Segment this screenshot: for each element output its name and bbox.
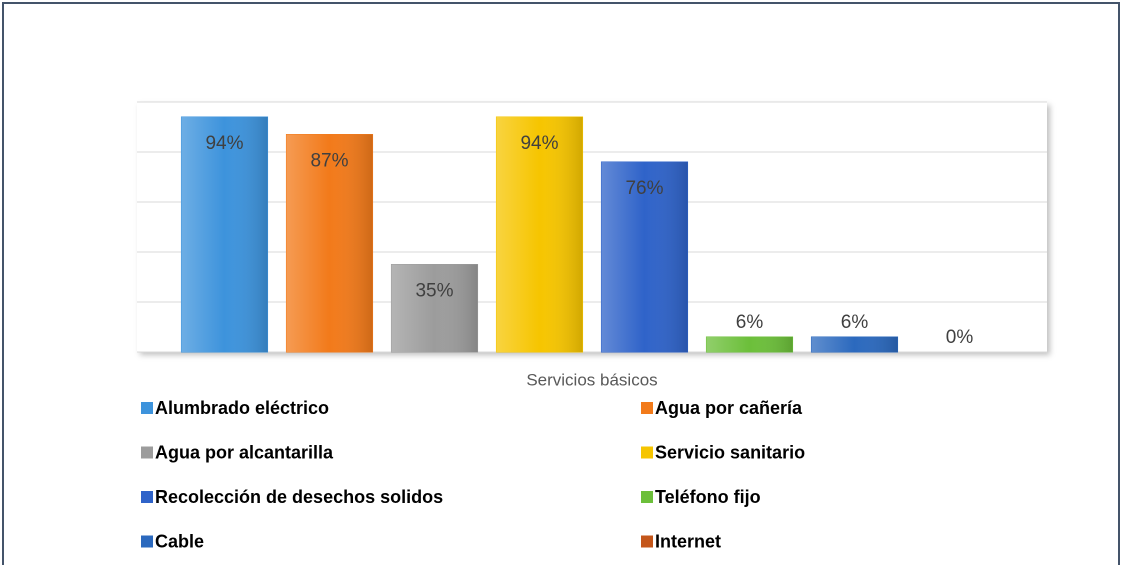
data-label: 6% bbox=[841, 312, 869, 333]
data-label: 94% bbox=[520, 133, 558, 154]
legend-label: Servicio sanitario bbox=[655, 442, 805, 462]
legend-swatch bbox=[641, 535, 653, 548]
data-label: 6% bbox=[736, 312, 764, 333]
legend-swatch bbox=[641, 491, 653, 503]
data-label: 94% bbox=[205, 133, 243, 154]
legend-label: Teléfono fijo bbox=[655, 487, 761, 507]
legend-label: Cable bbox=[155, 531, 204, 551]
legend-label: Recolección de desechos solidos bbox=[155, 487, 443, 507]
bar-shine bbox=[286, 134, 373, 352]
legend-swatch bbox=[141, 535, 153, 548]
legend-swatch bbox=[141, 402, 153, 414]
legend-label: Agua por cañería bbox=[655, 398, 803, 418]
bar-shine bbox=[496, 117, 583, 352]
data-label: 87% bbox=[310, 151, 348, 172]
legend-swatch bbox=[641, 446, 653, 459]
bar-shine bbox=[391, 264, 478, 352]
legend-swatch bbox=[141, 491, 153, 503]
plot-area bbox=[137, 102, 1047, 352]
bar-shine bbox=[601, 162, 688, 352]
data-label: 0% bbox=[946, 327, 974, 348]
legend-swatch bbox=[141, 446, 153, 459]
bar-shine bbox=[706, 337, 793, 352]
bar-shine bbox=[181, 117, 268, 352]
bar-shine bbox=[811, 337, 898, 352]
legend-label: Agua por alcantarilla bbox=[155, 442, 334, 462]
legend-label: Internet bbox=[655, 531, 721, 551]
legend-swatch bbox=[641, 402, 653, 414]
x-axis-label: Servicios básicos bbox=[526, 370, 657, 389]
data-label: 76% bbox=[625, 178, 663, 199]
legend-label: Alumbrado eléctrico bbox=[155, 398, 329, 418]
data-label: 35% bbox=[415, 281, 453, 302]
